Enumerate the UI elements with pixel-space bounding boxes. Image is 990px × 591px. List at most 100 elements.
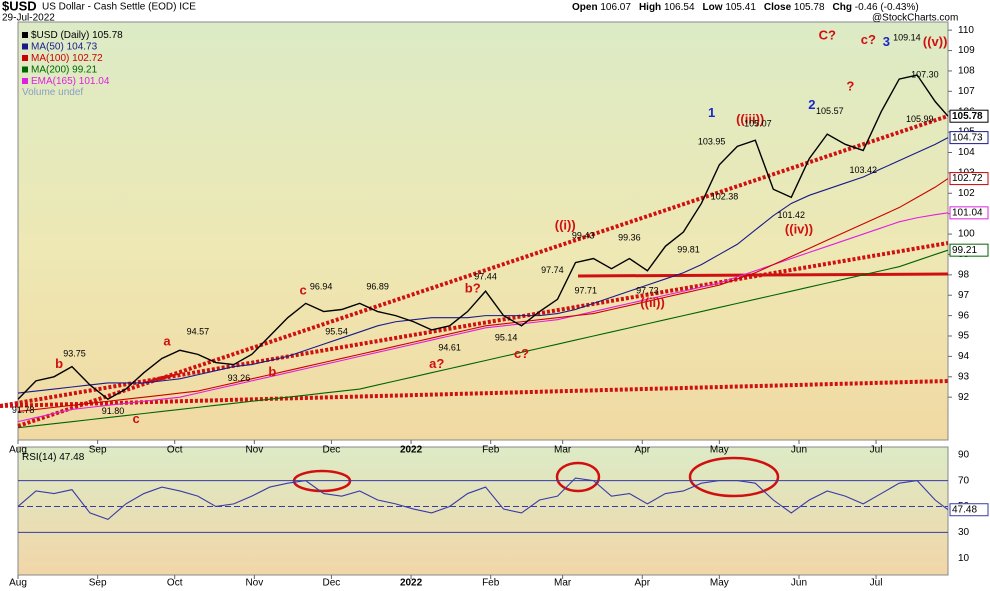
x-tick-label: Apr — [635, 445, 651, 456]
x-tick-label: Sep — [89, 445, 107, 456]
y-tick-label: 100 — [958, 229, 975, 240]
y-tick-label: 96 — [958, 310, 970, 321]
value-box-label: 47.48 — [952, 504, 977, 515]
value-box-label: 101.04 — [952, 207, 983, 218]
value-box — [949, 206, 989, 220]
stat: Open 106.07 — [572, 2, 631, 13]
legend-name: MA(50) — [31, 41, 64, 52]
annotation: b — [268, 364, 276, 379]
y-tick-label: 104 — [958, 147, 975, 158]
annotation: 97.71 — [574, 286, 597, 296]
date: 29-Jul-2022 — [2, 13, 55, 24]
annotation: 99.81 — [677, 245, 700, 255]
x-tick-label: Apr — [635, 578, 651, 589]
trendlines — [0, 114, 949, 428]
annotation: 109.14 — [893, 33, 921, 43]
y-tick-label: 92 — [958, 392, 970, 403]
annotation: 101.42 — [778, 210, 806, 220]
legend-name: $USD (Daily) — [31, 30, 89, 41]
value-box — [949, 109, 989, 123]
annotation: 99.36 — [618, 233, 641, 243]
value-box — [949, 503, 989, 517]
annotation: c? — [861, 32, 876, 47]
x-tick-label: Nov — [245, 578, 263, 589]
series-line — [17, 178, 949, 413]
symbol: $USD — [2, 0, 37, 13]
stat-value: 106.54 — [664, 2, 695, 13]
legend-value: 101.04 — [79, 76, 110, 87]
annotation: 96.94 — [310, 281, 333, 291]
x-tick-label: 2022 — [400, 445, 423, 456]
y-tick-label: 109 — [958, 45, 975, 56]
annotation: 103.42 — [849, 165, 877, 175]
annotation: 95.54 — [325, 326, 348, 336]
y-tick-label: 102 — [958, 188, 975, 199]
legend-swatch — [22, 55, 28, 61]
y-tick-label: 93 — [958, 371, 970, 382]
x-tick-label: Dec — [323, 445, 341, 456]
annotation: a? — [429, 356, 444, 371]
legend-swatch — [22, 32, 28, 38]
annotation: 102.38 — [711, 192, 739, 202]
rsi-line — [17, 477, 949, 521]
highlight — [688, 456, 780, 498]
legend-entry: MA(50) 104.73 — [31, 41, 98, 52]
legend-name: MA(200) — [31, 64, 69, 75]
price-panel — [17, 21, 949, 441]
annotation: 94.57 — [187, 326, 210, 336]
stat-label: High — [639, 2, 661, 13]
value-box — [949, 131, 989, 145]
annotation: 105.99 — [906, 114, 934, 124]
rsi-panel — [17, 446, 949, 576]
x-tick-label: May — [710, 578, 729, 589]
annotation: 1 — [708, 105, 715, 120]
legend-swatch — [22, 43, 28, 50]
trendline — [0, 379, 949, 408]
series-line — [17, 137, 949, 394]
annotation: 95.14 — [495, 332, 518, 342]
annotation: 107.30 — [911, 69, 939, 79]
y-tick-label: 110 — [958, 25, 974, 36]
stat-value: 106.07 — [600, 2, 631, 13]
annotation: 93.26 — [228, 373, 251, 383]
rsi-value: 47.48 — [59, 452, 84, 463]
stat-label: Open — [572, 2, 598, 13]
value-box — [949, 243, 989, 257]
annotation: 94.61 — [438, 343, 461, 353]
stat: Close 105.78 — [764, 2, 825, 13]
trendline — [17, 114, 949, 428]
x-tick-label: Mar — [554, 445, 572, 456]
annotation: 2 — [808, 97, 815, 112]
x-tick-label: Jul — [870, 578, 883, 589]
value-box — [949, 172, 989, 186]
y-tick-label: 97 — [958, 290, 970, 301]
x-tick-label: Jul — [870, 445, 883, 456]
y-tick-label: 107 — [958, 86, 975, 97]
x-tick-label: Sep — [89, 578, 107, 589]
value-box-label: 102.72 — [952, 173, 983, 184]
annotation: C? — [819, 28, 836, 43]
x-tick-label: Aug — [9, 445, 27, 456]
legend-name: MA(100) — [31, 53, 69, 64]
annotation: 91.80 — [102, 406, 125, 416]
x-tick-label: 2022 — [400, 578, 423, 589]
y-tick-label: 95 — [958, 331, 970, 342]
rsi-name: RSI(14) — [22, 452, 56, 463]
value-box-label: 104.73 — [952, 132, 983, 143]
legend-value: 102.72 — [72, 53, 103, 64]
x-tick-label: May — [710, 445, 729, 456]
y-tick-label: 98 — [958, 269, 970, 280]
value-box-label: 105.78 — [952, 111, 983, 122]
x-tick-label: Mar — [554, 578, 572, 589]
x-tick-label: Feb — [482, 578, 500, 589]
stat-label: Close — [764, 2, 792, 13]
stat: Chg -0.46 (-0.43%) — [833, 2, 919, 13]
x-tick-label: Jun — [791, 445, 807, 456]
x-tick-label: Oct — [167, 578, 183, 589]
annotation: ((ii)) — [640, 295, 665, 310]
y-tick-label: 94 — [958, 351, 970, 362]
series-line — [17, 212, 949, 423]
description: US Dollar - Cash Settle (EOD) ICE — [42, 2, 196, 13]
annotation: 93.75 — [63, 349, 86, 359]
